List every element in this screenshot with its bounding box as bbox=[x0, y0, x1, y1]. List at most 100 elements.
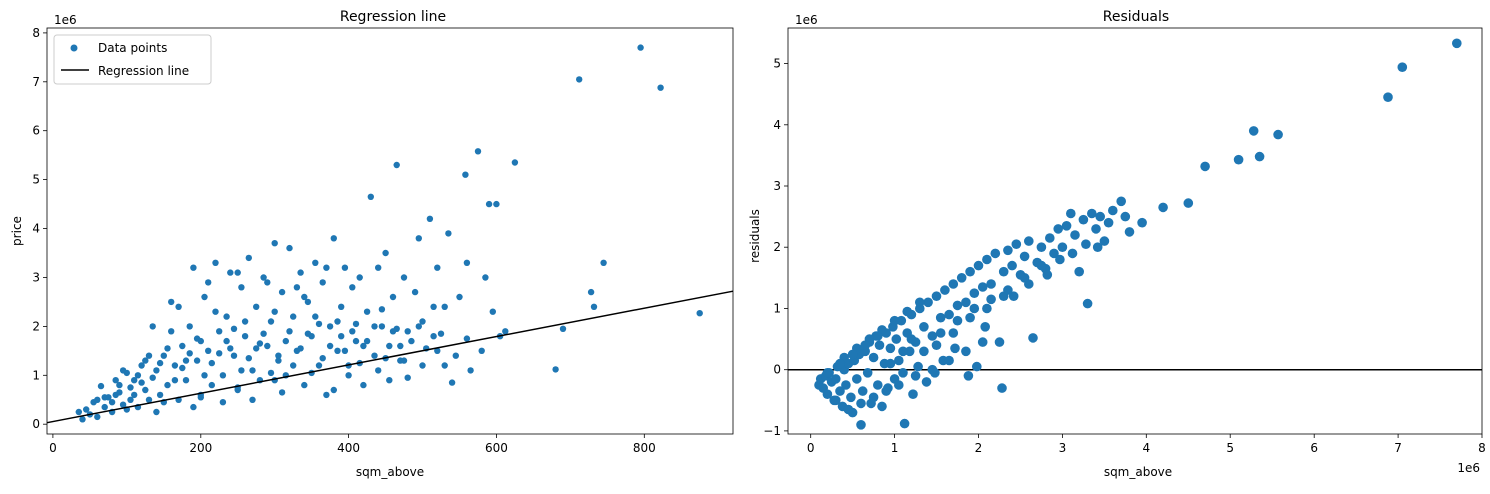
regression-point bbox=[404, 374, 411, 381]
residuals-point bbox=[1036, 260, 1047, 271]
residuals-x-tick-label: 1 bbox=[891, 441, 899, 455]
regression-point bbox=[371, 323, 378, 330]
regression-point bbox=[441, 303, 448, 310]
residuals-point bbox=[908, 389, 918, 400]
regression-point bbox=[462, 171, 469, 178]
regression-point bbox=[315, 362, 323, 369]
regression-point bbox=[267, 318, 275, 325]
regression-y-tick-label: 0 bbox=[32, 417, 40, 431]
regression-point bbox=[245, 254, 252, 262]
regression-point bbox=[101, 403, 108, 411]
residuals-x-tick-label: 5 bbox=[1226, 441, 1234, 455]
residuals-point bbox=[894, 355, 904, 366]
residuals-point bbox=[885, 343, 896, 354]
regression-point bbox=[245, 355, 252, 362]
regression-point bbox=[445, 230, 452, 237]
regression-point bbox=[127, 396, 134, 403]
residuals-point bbox=[1019, 251, 1030, 262]
residuals-point bbox=[856, 398, 866, 409]
regression-x-tick-label: 200 bbox=[189, 441, 212, 455]
residuals-point bbox=[940, 285, 950, 295]
residuals-point bbox=[931, 291, 942, 302]
residuals-point bbox=[982, 254, 992, 265]
residuals-point bbox=[972, 361, 982, 372]
regression-x-ticks: 0 200 400 600 800 bbox=[49, 434, 656, 455]
residuals-plot-frame bbox=[787, 27, 1483, 435]
regression-point bbox=[637, 44, 644, 51]
regression-point bbox=[238, 367, 245, 374]
residuals-point bbox=[965, 312, 975, 323]
regression-y-tick-label: 3 bbox=[32, 271, 40, 285]
regression-legend: Data points Regression line bbox=[53, 34, 212, 85]
residuals-y-tick-label: 0 bbox=[773, 363, 781, 377]
residuals-point bbox=[1383, 92, 1393, 102]
residuals-point bbox=[1055, 254, 1065, 265]
regression-point bbox=[153, 408, 160, 416]
regression-point bbox=[219, 399, 227, 406]
regression-point bbox=[278, 389, 286, 396]
residuals-point bbox=[956, 273, 967, 283]
regression-x-tick-label: 600 bbox=[485, 441, 508, 455]
regression-data-points bbox=[75, 44, 703, 423]
regression-point bbox=[590, 303, 598, 310]
regression-point bbox=[216, 350, 223, 357]
residuals-point bbox=[915, 297, 925, 308]
regression-point bbox=[334, 347, 341, 354]
residuals-point bbox=[1074, 266, 1084, 277]
residuals-point bbox=[906, 334, 917, 344]
regression-point bbox=[138, 379, 145, 386]
residuals-point bbox=[857, 386, 868, 396]
regression-point bbox=[164, 381, 171, 389]
regression-point bbox=[271, 308, 278, 315]
regression-point bbox=[108, 399, 116, 406]
regression-point bbox=[408, 337, 415, 345]
regression-point bbox=[363, 308, 371, 315]
regression-line bbox=[46, 290, 734, 424]
regression-point bbox=[208, 359, 215, 367]
regression-point bbox=[397, 342, 404, 350]
residuals-point bbox=[977, 337, 988, 347]
regression-point bbox=[338, 333, 345, 340]
regression-point bbox=[282, 337, 289, 345]
residuals-y-tick-label: 1 bbox=[773, 302, 781, 316]
regression-point bbox=[79, 416, 86, 423]
residuals-point bbox=[1049, 248, 1059, 259]
regression-point bbox=[168, 328, 175, 335]
residuals-point bbox=[846, 392, 856, 403]
residuals-point bbox=[843, 404, 854, 415]
regression-point bbox=[205, 347, 212, 354]
regression-point bbox=[323, 264, 330, 271]
regression-y-tick-label: 8 bbox=[32, 26, 40, 40]
residuals-point bbox=[998, 266, 1009, 277]
residuals-point bbox=[997, 383, 1007, 393]
regression-point bbox=[190, 403, 197, 411]
regression-point bbox=[253, 345, 260, 352]
residuals-point bbox=[919, 346, 929, 357]
regression-point bbox=[208, 381, 215, 389]
regression-point bbox=[264, 342, 271, 350]
regression-point bbox=[142, 357, 149, 364]
regression-point bbox=[356, 274, 363, 281]
regression-point bbox=[378, 306, 386, 313]
regression-point bbox=[301, 381, 308, 389]
regression-point bbox=[131, 391, 138, 399]
regression-point bbox=[304, 330, 312, 337]
regression-point bbox=[448, 379, 456, 386]
regression-point bbox=[182, 357, 190, 364]
regression-point bbox=[367, 193, 374, 200]
regression-point bbox=[426, 215, 434, 222]
residuals-x-axis-label: sqm_above bbox=[1104, 465, 1172, 479]
regression-point bbox=[375, 367, 382, 374]
regression-point bbox=[127, 384, 134, 391]
residuals-point bbox=[873, 380, 883, 390]
regression-point bbox=[94, 413, 101, 421]
residuals-point bbox=[1067, 248, 1078, 259]
regression-point bbox=[326, 323, 334, 330]
residuals-point bbox=[856, 420, 866, 430]
regression-point bbox=[404, 328, 411, 335]
regression-point bbox=[256, 340, 264, 347]
regression-point bbox=[223, 313, 230, 320]
residuals-point bbox=[1095, 211, 1105, 222]
residuals-point bbox=[822, 389, 833, 400]
regression-point bbox=[319, 355, 326, 362]
